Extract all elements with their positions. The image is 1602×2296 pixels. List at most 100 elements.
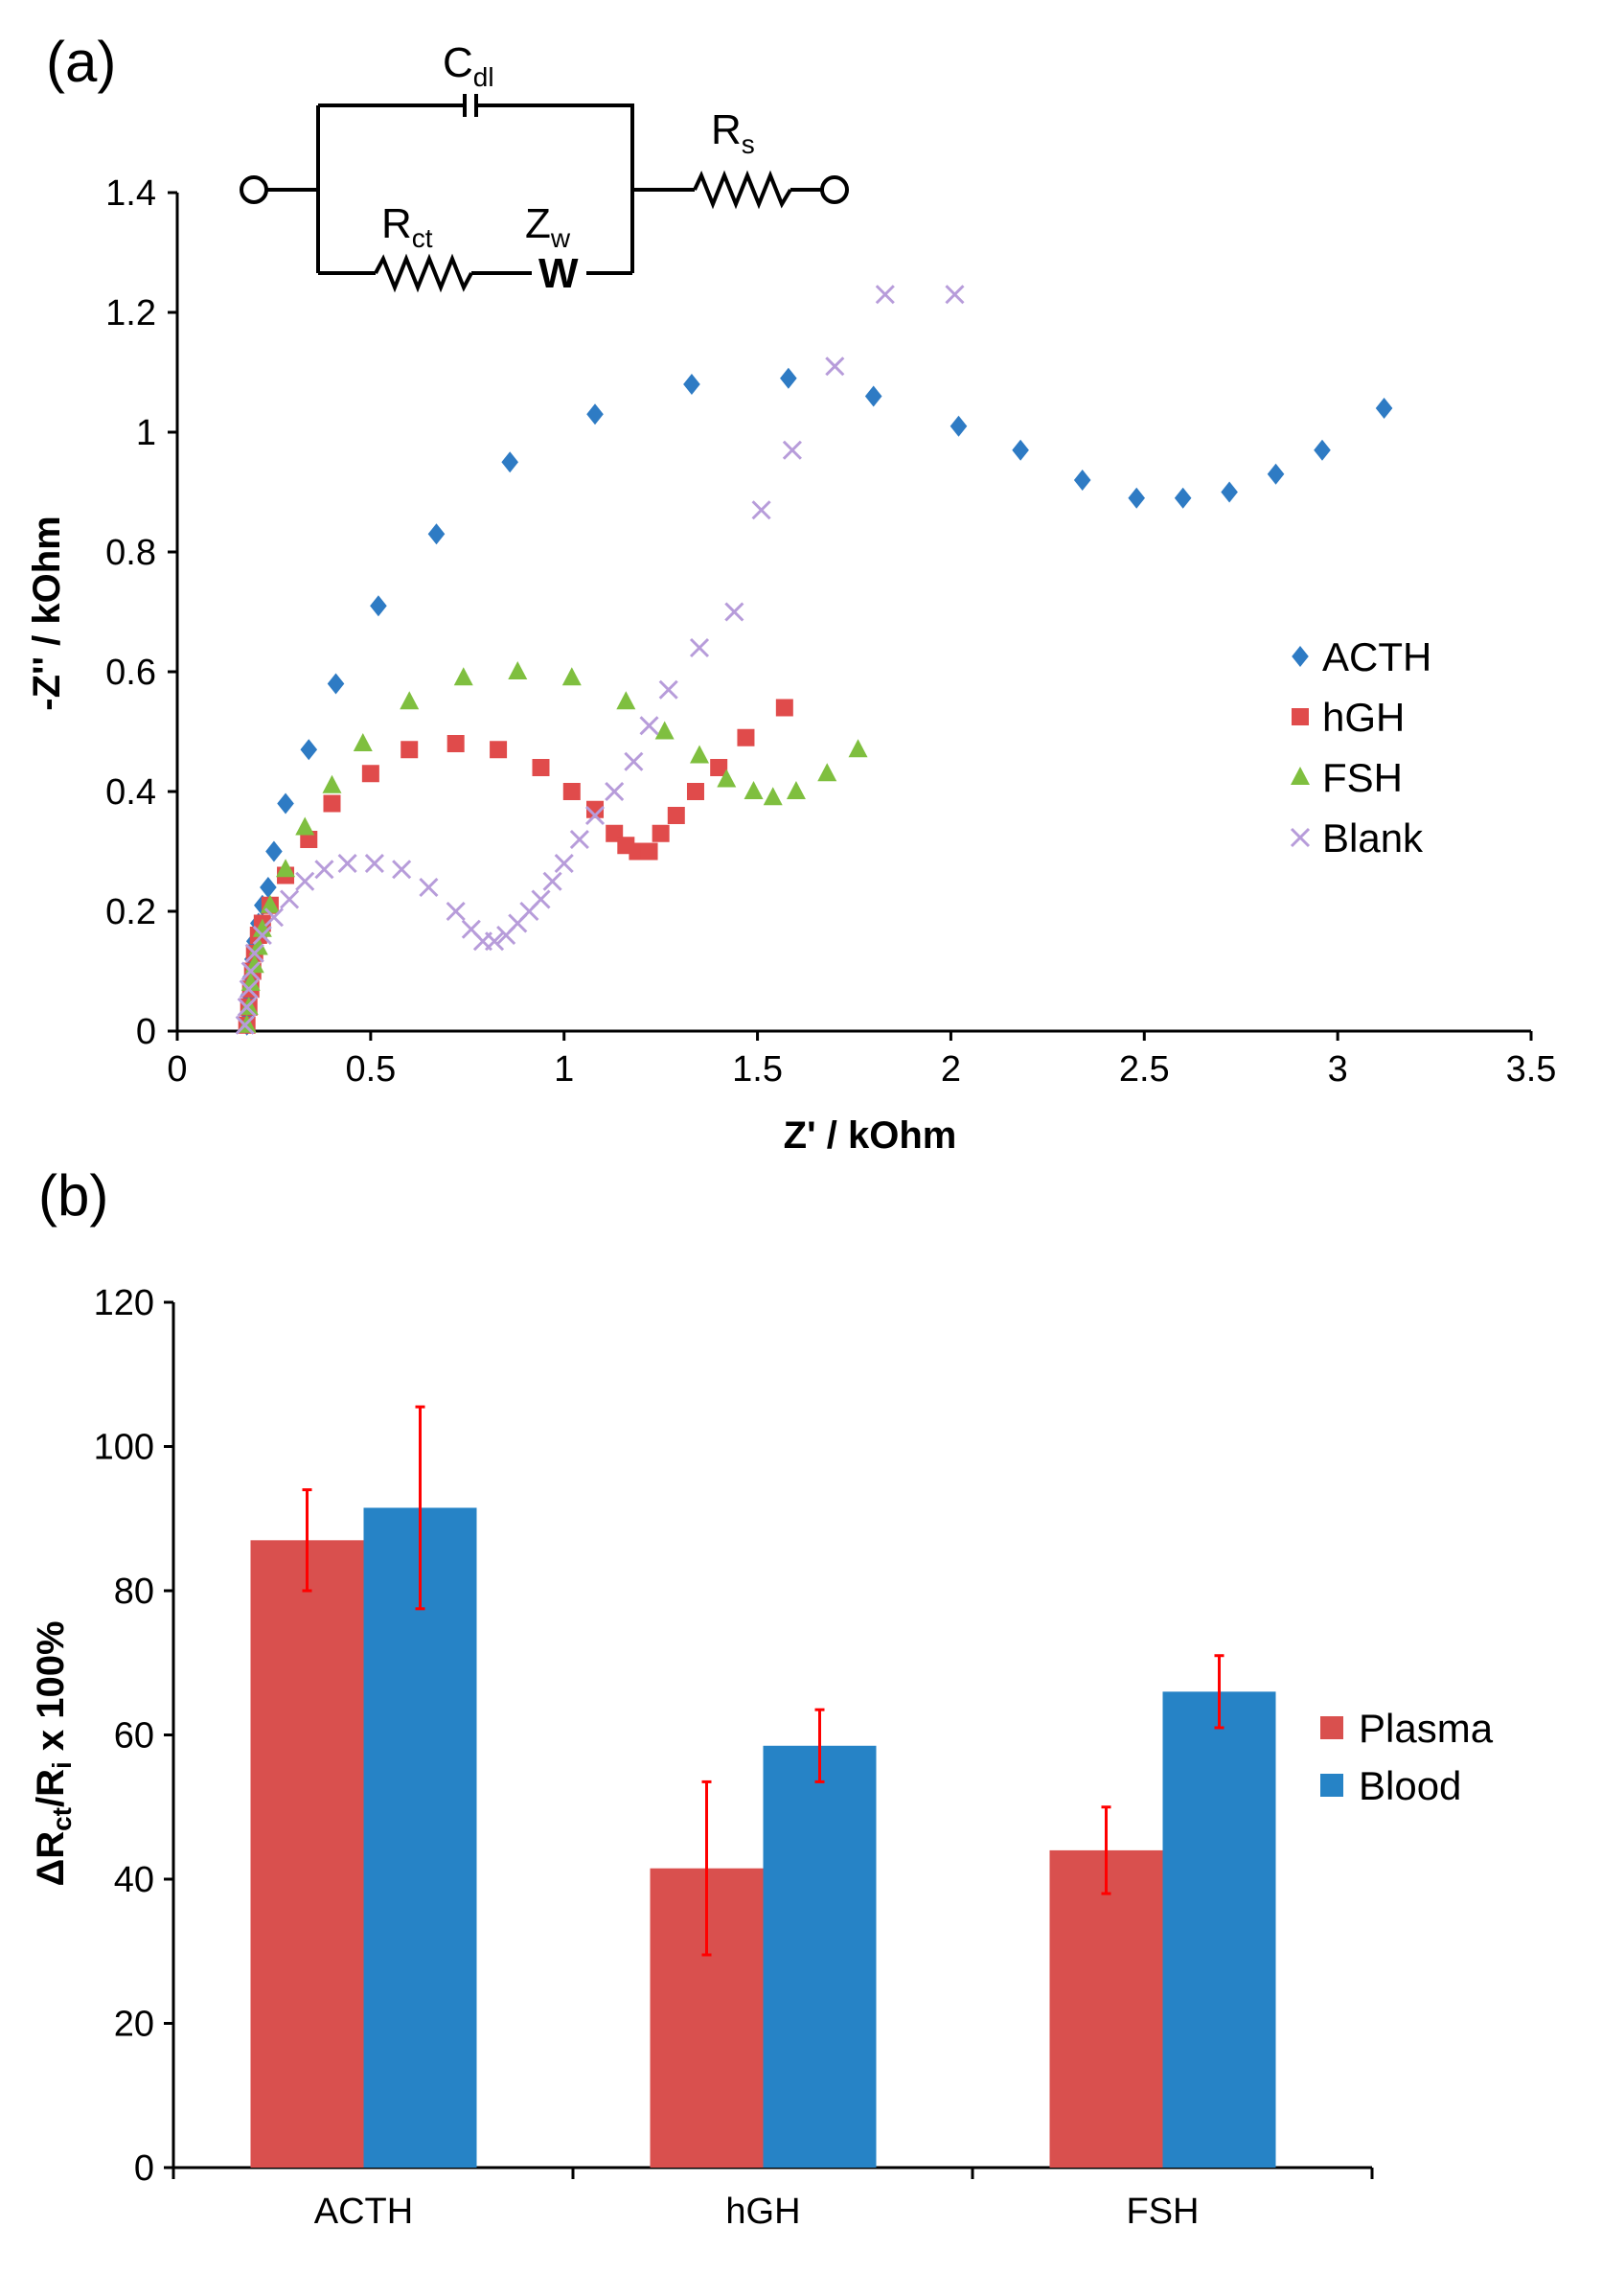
legend-label-hgh: hGH: [1322, 695, 1405, 740]
data-point-blank: [624, 751, 644, 771]
data-point-hgh: [323, 794, 341, 813]
data-point-blank: [364, 853, 384, 874]
data-point-acth: [1221, 481, 1238, 503]
x-category-label: ACTH: [314, 2192, 413, 2232]
series-plasma: [250, 1488, 1163, 2168]
data-point-blank: [244, 943, 264, 963]
data-point-hgh: [532, 759, 550, 776]
data-point-acth: [1375, 398, 1393, 419]
data-point-acth: [1012, 439, 1029, 461]
data-point-acth: [1128, 487, 1146, 509]
legend-item-blank: Blank: [1290, 815, 1424, 861]
x-tick-label: 0.5: [345, 1049, 396, 1090]
data-point-acth: [265, 840, 283, 862]
data-point-blank: [263, 907, 284, 928]
data-point-fsh: [763, 787, 783, 806]
data-point-fsh: [353, 733, 373, 751]
data-point-acth: [501, 451, 518, 473]
data-point-acth: [950, 415, 968, 437]
data-point-blank: [689, 637, 710, 658]
x-tick-label: 3: [1328, 1049, 1348, 1090]
data-point-blank: [875, 285, 895, 305]
bar-blood-acth: [363, 1507, 477, 2168]
data-point-fsh: [561, 667, 582, 686]
error-bar-plasma-hgh: [701, 1779, 712, 1957]
x-tick-label: 1: [554, 1049, 574, 1090]
legend-label-plasma: Plasma: [1359, 1706, 1494, 1751]
series-fsh: [237, 661, 868, 1033]
series-blank: [235, 285, 965, 1035]
cdl-label: Cdl: [443, 39, 494, 92]
error-bar-plasma-fsh: [1101, 1805, 1111, 1895]
zw-label: Zw: [525, 200, 571, 253]
y-tick-label: 0: [136, 1012, 156, 1052]
x-tick-label: 3.5: [1506, 1049, 1557, 1090]
panel-a-axes: 0 0.2 0.4 0.6 0.8 1 1.2 1.4 0 0.5 1 1.5 2 2.5 3 3.5: [105, 173, 1556, 1090]
data-point-fsh: [453, 667, 473, 686]
data-point-blank: [542, 871, 562, 891]
panel-b-bars: [250, 1405, 1276, 2168]
panel-a-y-axis-title: -Z'' / kOhm: [26, 516, 68, 710]
data-point-hgh: [652, 824, 670, 842]
y-tick-label: 0.2: [105, 892, 156, 932]
x-category-label: FSH: [1127, 2192, 1200, 2232]
series-blood: [363, 1405, 1276, 2168]
data-point-blank: [314, 860, 334, 880]
y-tick-label: 1.4: [105, 173, 156, 214]
legend-label-blood: Blood: [1359, 1763, 1461, 1808]
data-point-hgh: [490, 741, 508, 759]
circuit-right-terminal: [820, 175, 849, 204]
panel-b-bar-chart: (b) 0 20 40 60 80 100 120 ACTH hGH FSH Plasma Bloo…: [30, 1163, 1494, 2232]
data-point-fsh: [508, 661, 528, 679]
y-tick-label: 60: [114, 1716, 154, 1756]
data-point-hgh: [640, 842, 658, 861]
rs-label: Rs: [711, 106, 755, 159]
y-tick-label: 1: [136, 413, 156, 453]
legend-item-plasma: Plasma: [1320, 1706, 1494, 1751]
data-point-acth: [300, 739, 318, 761]
data-point-blank: [252, 925, 272, 946]
data-point-fsh: [400, 691, 420, 710]
panel-a-legend: ACTH hGH FSH Blank: [1290, 634, 1431, 861]
data-point-hgh: [667, 807, 685, 824]
data-point-blank: [782, 440, 802, 460]
error-bar-blood-fsh: [1214, 1654, 1224, 1730]
legend-item-hgh: hGH: [1292, 695, 1405, 740]
x-tick-label: 1.5: [732, 1049, 783, 1090]
legend-marker-acth: [1292, 646, 1309, 667]
legend-item-blood: Blood: [1320, 1763, 1461, 1808]
legend-swatch-plasma: [1320, 1716, 1343, 1739]
y-tick-label: 20: [114, 2005, 154, 2045]
circuit-wire: [476, 103, 634, 273]
legend-label-fsh: FSH: [1322, 755, 1403, 800]
data-point-acth: [277, 792, 294, 815]
data-point-blank: [280, 889, 300, 909]
panel-b-legend: Plasma Blood: [1320, 1706, 1494, 1808]
legend-item-acth: ACTH: [1292, 634, 1431, 679]
legend-marker-fsh: [1291, 767, 1310, 785]
data-point-fsh: [654, 721, 675, 740]
data-point-acth: [427, 523, 446, 545]
data-point-fsh: [786, 781, 806, 799]
panel-b-y-axis-title: ΔRct/Ri x 100%: [30, 1620, 77, 1886]
y-tick-label: 0.4: [105, 772, 156, 813]
data-point-acth: [1314, 439, 1331, 461]
data-point-hgh: [586, 800, 605, 818]
panel-a-data-points: [235, 285, 1393, 1036]
data-point-blank: [639, 716, 659, 736]
data-point-hgh: [686, 783, 704, 800]
legend-marker-hgh: [1292, 708, 1309, 725]
data-point-blank: [295, 871, 315, 891]
data-point-fsh: [817, 763, 837, 782]
data-point-acth: [370, 595, 387, 617]
legend-label-blank: Blank: [1322, 815, 1424, 861]
data-point-acth: [683, 374, 700, 395]
data-point-blank: [945, 285, 965, 305]
bar-blood-fsh: [1162, 1691, 1276, 2168]
data-point-acth: [260, 877, 277, 898]
error-bar-blood-hgh: [814, 1708, 825, 1783]
bar-plasma-fsh: [1049, 1849, 1163, 2168]
x-category-label: hGH: [725, 2192, 800, 2232]
data-point-acth: [780, 367, 797, 389]
